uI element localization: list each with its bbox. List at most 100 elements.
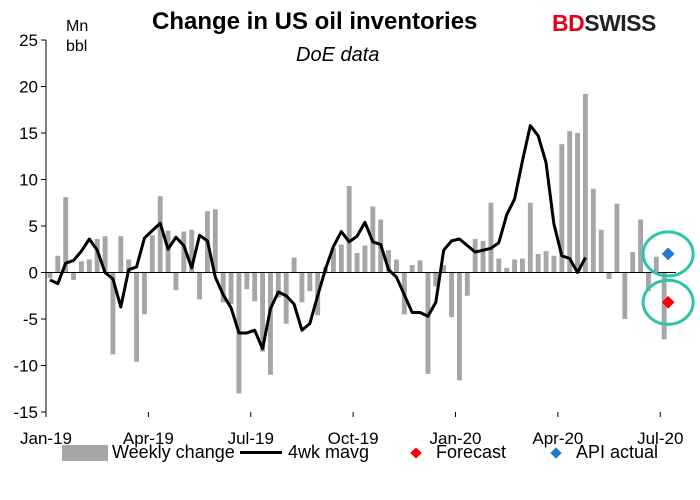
bar-week-11 bbox=[134, 272, 139, 362]
bar-week-0 bbox=[47, 272, 53, 279]
logo-part2: SWISS bbox=[584, 10, 656, 36]
legend-label-api-actual: API actual bbox=[576, 442, 659, 462]
legend-item-api-actual: API actual bbox=[542, 442, 658, 463]
bar-week-36 bbox=[331, 248, 336, 273]
bar-week-71 bbox=[606, 272, 612, 280]
bar-week-3 bbox=[71, 272, 76, 280]
y-tick-label: 25 bbox=[19, 31, 38, 50]
bar-week-2 bbox=[63, 197, 69, 273]
bar-week-72 bbox=[614, 203, 620, 273]
x-tick-label: Jul-19 bbox=[228, 429, 274, 448]
bar-week-54 bbox=[472, 239, 478, 273]
bar-week-51 bbox=[449, 272, 454, 318]
bar-week-5 bbox=[86, 259, 92, 273]
bar-week-65 bbox=[559, 144, 565, 273]
y-tick-label: 10 bbox=[19, 171, 38, 190]
legend-label-4wk-mavg: 4wk mavg bbox=[288, 442, 370, 462]
x-tick-label: Apr-19 bbox=[123, 429, 174, 448]
bar-week-31 bbox=[291, 257, 297, 273]
bar-week-4 bbox=[79, 261, 84, 273]
bar-week-76 bbox=[646, 272, 651, 292]
line-layer bbox=[49, 124, 587, 351]
bar-week-6 bbox=[94, 239, 100, 273]
legend-label-weekly-change: Weekly change bbox=[112, 442, 235, 462]
bar-week-14 bbox=[157, 196, 163, 273]
bar-week-27 bbox=[260, 272, 265, 352]
bar-week-7 bbox=[102, 236, 108, 273]
bar-week-10 bbox=[126, 259, 132, 273]
bar-week-29 bbox=[275, 272, 281, 298]
axes-layer bbox=[41, 39, 676, 417]
y-tick-label: -10 bbox=[13, 357, 38, 376]
bar-week-48 bbox=[425, 272, 431, 374]
bar-week-39 bbox=[354, 252, 360, 273]
bar-week-12 bbox=[142, 272, 147, 315]
bar-week-61 bbox=[527, 202, 533, 273]
bar-week-33 bbox=[307, 272, 313, 292]
bar-week-64 bbox=[551, 255, 557, 273]
bar-week-53 bbox=[464, 272, 470, 296]
bar-week-68 bbox=[583, 93, 588, 273]
bar-week-57 bbox=[496, 258, 502, 273]
bar-week-70 bbox=[598, 229, 604, 273]
y-tick-labels: 25 20 15 10 5 0 -5 -10 -15 bbox=[13, 31, 38, 422]
bar-week-1 bbox=[55, 255, 61, 273]
bar-week-8 bbox=[110, 272, 116, 355]
bar-week-78 bbox=[661, 272, 667, 340]
bar-week-17 bbox=[181, 231, 187, 273]
x-tick-label: Jan-19 bbox=[20, 429, 72, 448]
bar-week-28 bbox=[268, 272, 273, 375]
bar-week-60 bbox=[520, 258, 525, 273]
bar-week-18 bbox=[189, 229, 195, 273]
legend-item-weekly-change: Weekly change bbox=[62, 442, 235, 463]
legend-swatch-blue-diamond bbox=[550, 446, 562, 459]
bar-week-59 bbox=[512, 259, 517, 273]
bar-week-25 bbox=[244, 272, 250, 290]
legend-swatch-red-diamond bbox=[410, 446, 422, 459]
bar-week-49 bbox=[433, 272, 439, 287]
bar-week-50 bbox=[441, 265, 447, 273]
brand-logo: BDSWISS bbox=[552, 10, 656, 37]
bar-week-19 bbox=[197, 272, 202, 300]
logo-part1: BD bbox=[552, 10, 585, 36]
bar-week-44 bbox=[394, 259, 399, 273]
marker-api-actual bbox=[661, 247, 675, 261]
highlight-circle-api-actual bbox=[641, 230, 695, 278]
bar-week-62 bbox=[535, 253, 541, 273]
bar-week-63 bbox=[543, 251, 549, 273]
legend-item-forecast: Forecast bbox=[402, 442, 506, 463]
chart-title: Change in US oil inventories bbox=[152, 8, 478, 35]
bar-week-66 bbox=[567, 131, 573, 273]
y-tick-label: -15 bbox=[13, 403, 38, 422]
x-tick-label: Oct-19 bbox=[328, 429, 379, 448]
y-tick-label: 20 bbox=[19, 78, 38, 97]
bar-week-52 bbox=[457, 272, 462, 381]
legend: Weekly change 4wk mavg Forecast API actu… bbox=[0, 442, 700, 464]
legend-swatch-line bbox=[240, 451, 282, 454]
highlight-circle-forecast bbox=[641, 278, 695, 326]
y-tick-label: -5 bbox=[23, 310, 38, 329]
x-tick-label: Apr-20 bbox=[532, 429, 583, 448]
bar-week-47 bbox=[417, 260, 423, 273]
bar-week-56 bbox=[488, 202, 494, 273]
bar-week-55 bbox=[480, 240, 486, 273]
bar-week-67 bbox=[575, 133, 580, 273]
bar-week-58 bbox=[504, 267, 510, 273]
bar-week-38 bbox=[346, 186, 352, 273]
bar-week-77 bbox=[653, 256, 659, 273]
x-tick-label: Jul-20 bbox=[637, 429, 683, 448]
legend-swatch-bar bbox=[62, 444, 108, 461]
x-tick-label: Jan-20 bbox=[430, 429, 482, 448]
legend-label-forecast: Forecast bbox=[436, 442, 507, 462]
x-tick-labels: Jan-19 Apr-19 Jul-19 Oct-19 Jan-20 Apr-20 Jul-… bbox=[20, 429, 683, 448]
y-tick-label: 5 bbox=[29, 217, 38, 236]
bar-week-73 bbox=[622, 272, 628, 319]
bar-week-75 bbox=[638, 219, 643, 273]
bar-week-30 bbox=[283, 272, 289, 324]
chart-subtitle: DoE data bbox=[296, 44, 380, 66]
bar-week-40 bbox=[362, 245, 368, 273]
bar-week-15 bbox=[165, 230, 171, 273]
series-line-4wk-mavg bbox=[49, 124, 587, 351]
y-tick-label: 15 bbox=[19, 124, 38, 143]
